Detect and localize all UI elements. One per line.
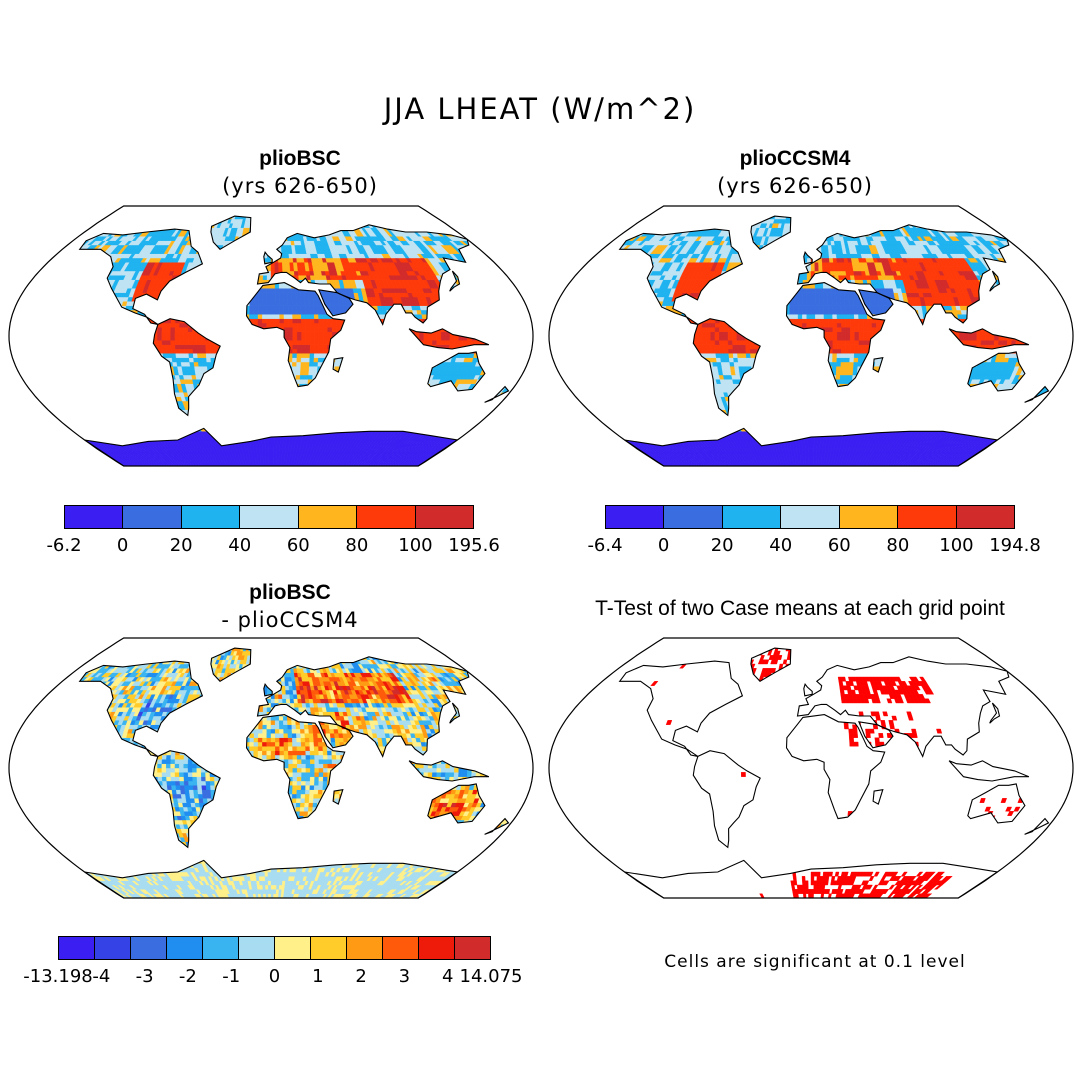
- colorbar-cell: [131, 937, 167, 959]
- coastlines: [618, 215, 1050, 466]
- map-frame: [8, 205, 534, 467]
- colorbar-label: 0: [117, 535, 128, 556]
- colorbar-label: 0: [658, 535, 669, 556]
- colorbar-cell: [383, 937, 419, 959]
- colorbar-cell: [722, 506, 782, 528]
- colorbar-label: -4: [92, 966, 110, 987]
- colorbar-label: 80: [886, 535, 909, 556]
- colorbar-label: 100: [939, 535, 973, 556]
- panel2-subtitle: (yrs 626-650): [560, 172, 1030, 200]
- colorbar-cell: [298, 506, 358, 528]
- colorbar-cell: [275, 937, 311, 959]
- colorbar-cell: [123, 506, 182, 528]
- colorbar-label: 20: [170, 535, 193, 556]
- colorbar-cell: [240, 506, 299, 528]
- colorbar-label: 14.075: [460, 966, 523, 987]
- colorbar-cells: [64, 505, 474, 529]
- map-frame: [548, 637, 1074, 899]
- colorbar-cell: [455, 937, 490, 959]
- colorbar-cells: [605, 505, 1015, 529]
- colorbar-cell: [781, 506, 840, 528]
- colorbar-cell: [415, 506, 473, 528]
- colorbar-label: 40: [228, 535, 251, 556]
- colorbar-cell: [357, 506, 416, 528]
- colorbar-cell: [167, 937, 203, 959]
- colorbar-cell: [839, 506, 899, 528]
- map-panel-3: [8, 637, 534, 899]
- colorbar-label: -1: [222, 966, 240, 987]
- colorbar-panel-3: -13.198 -4 -3 -2 -1 0 1 2 3 4 14.075: [23, 936, 522, 987]
- panel2-title-block: plioCCSM4 (yrs 626-650): [560, 146, 1030, 200]
- panel4-title: T-Test of two Case means at each grid po…: [545, 597, 1055, 621]
- colorbar-cell: [59, 937, 95, 959]
- panel1-subtitle: (yrs 626-650): [70, 172, 530, 200]
- map-panel-4: [548, 637, 1074, 899]
- ocean-background: [549, 638, 1073, 898]
- colorbar-label: 1: [312, 966, 323, 987]
- colorbar-cell: [898, 506, 957, 528]
- colorbar-label: -3: [136, 966, 154, 987]
- colorbar-label: -6.4: [587, 535, 622, 556]
- colorbar-label: 80: [345, 535, 368, 556]
- colorbar-label: 0: [269, 966, 280, 987]
- colorbar-cell: [664, 506, 723, 528]
- colorbar-panel-1: -6.2 0 20 40 60 80 100 195.6: [46, 505, 500, 556]
- colorbar-label: 195.6: [448, 535, 500, 556]
- panel3-title-block: plioBSC - plioCCSM4: [40, 580, 540, 634]
- colorbar-label: 100: [398, 535, 432, 556]
- colorbar-cell: [419, 937, 455, 959]
- colorbar-label: -2: [179, 966, 197, 987]
- colorbar-label: 194.8: [989, 535, 1041, 556]
- colorbar-label: 60: [287, 535, 310, 556]
- colorbar-panel-2: -6.4 0 20 40 60 80 100 194.8: [587, 505, 1041, 556]
- map-panel-2: [548, 205, 1074, 467]
- colorbar-cell: [65, 506, 124, 528]
- colorbar-cell: [95, 937, 131, 959]
- colorbar-label: 60: [828, 535, 851, 556]
- colorbar-cell: [181, 506, 241, 528]
- colorbar-cells: [58, 936, 491, 960]
- colorbar-label: 40: [769, 535, 792, 556]
- colorbar-cell: [606, 506, 665, 528]
- colorbar-label: 20: [711, 535, 734, 556]
- colorbar-cell: [239, 937, 275, 959]
- colorbar-label: -13.198: [23, 966, 92, 987]
- panel1-title: plioBSC: [70, 146, 530, 172]
- coastlines: [78, 215, 510, 466]
- panel3-subtitle: - plioCCSM4: [40, 606, 540, 634]
- figure-title: JJA LHEAT (W/m^2): [0, 92, 1080, 126]
- colorbar-label: 2: [355, 966, 366, 987]
- significance-note: Cells are significant at 0.1 level: [540, 952, 1080, 972]
- colorbar-cell: [311, 937, 347, 959]
- panel1-title-block: plioBSC (yrs 626-650): [70, 146, 530, 200]
- panel3-title: plioBSC: [40, 580, 540, 606]
- map-panel-1: [8, 205, 534, 467]
- colorbar-label: 4: [442, 966, 453, 987]
- colorbar-label: 3: [399, 966, 410, 987]
- panel2-title: plioCCSM4: [560, 146, 1030, 172]
- map-frame: [548, 205, 1074, 467]
- colorbar-cell: [956, 506, 1014, 528]
- colorbar-cell: [347, 937, 383, 959]
- map-frame: [8, 637, 534, 899]
- colorbar-label: -6.2: [46, 535, 81, 556]
- colorbar-cell: [203, 937, 239, 959]
- coastlines: [618, 647, 1050, 898]
- panel4-title-block: T-Test of two Case means at each grid po…: [545, 597, 1055, 621]
